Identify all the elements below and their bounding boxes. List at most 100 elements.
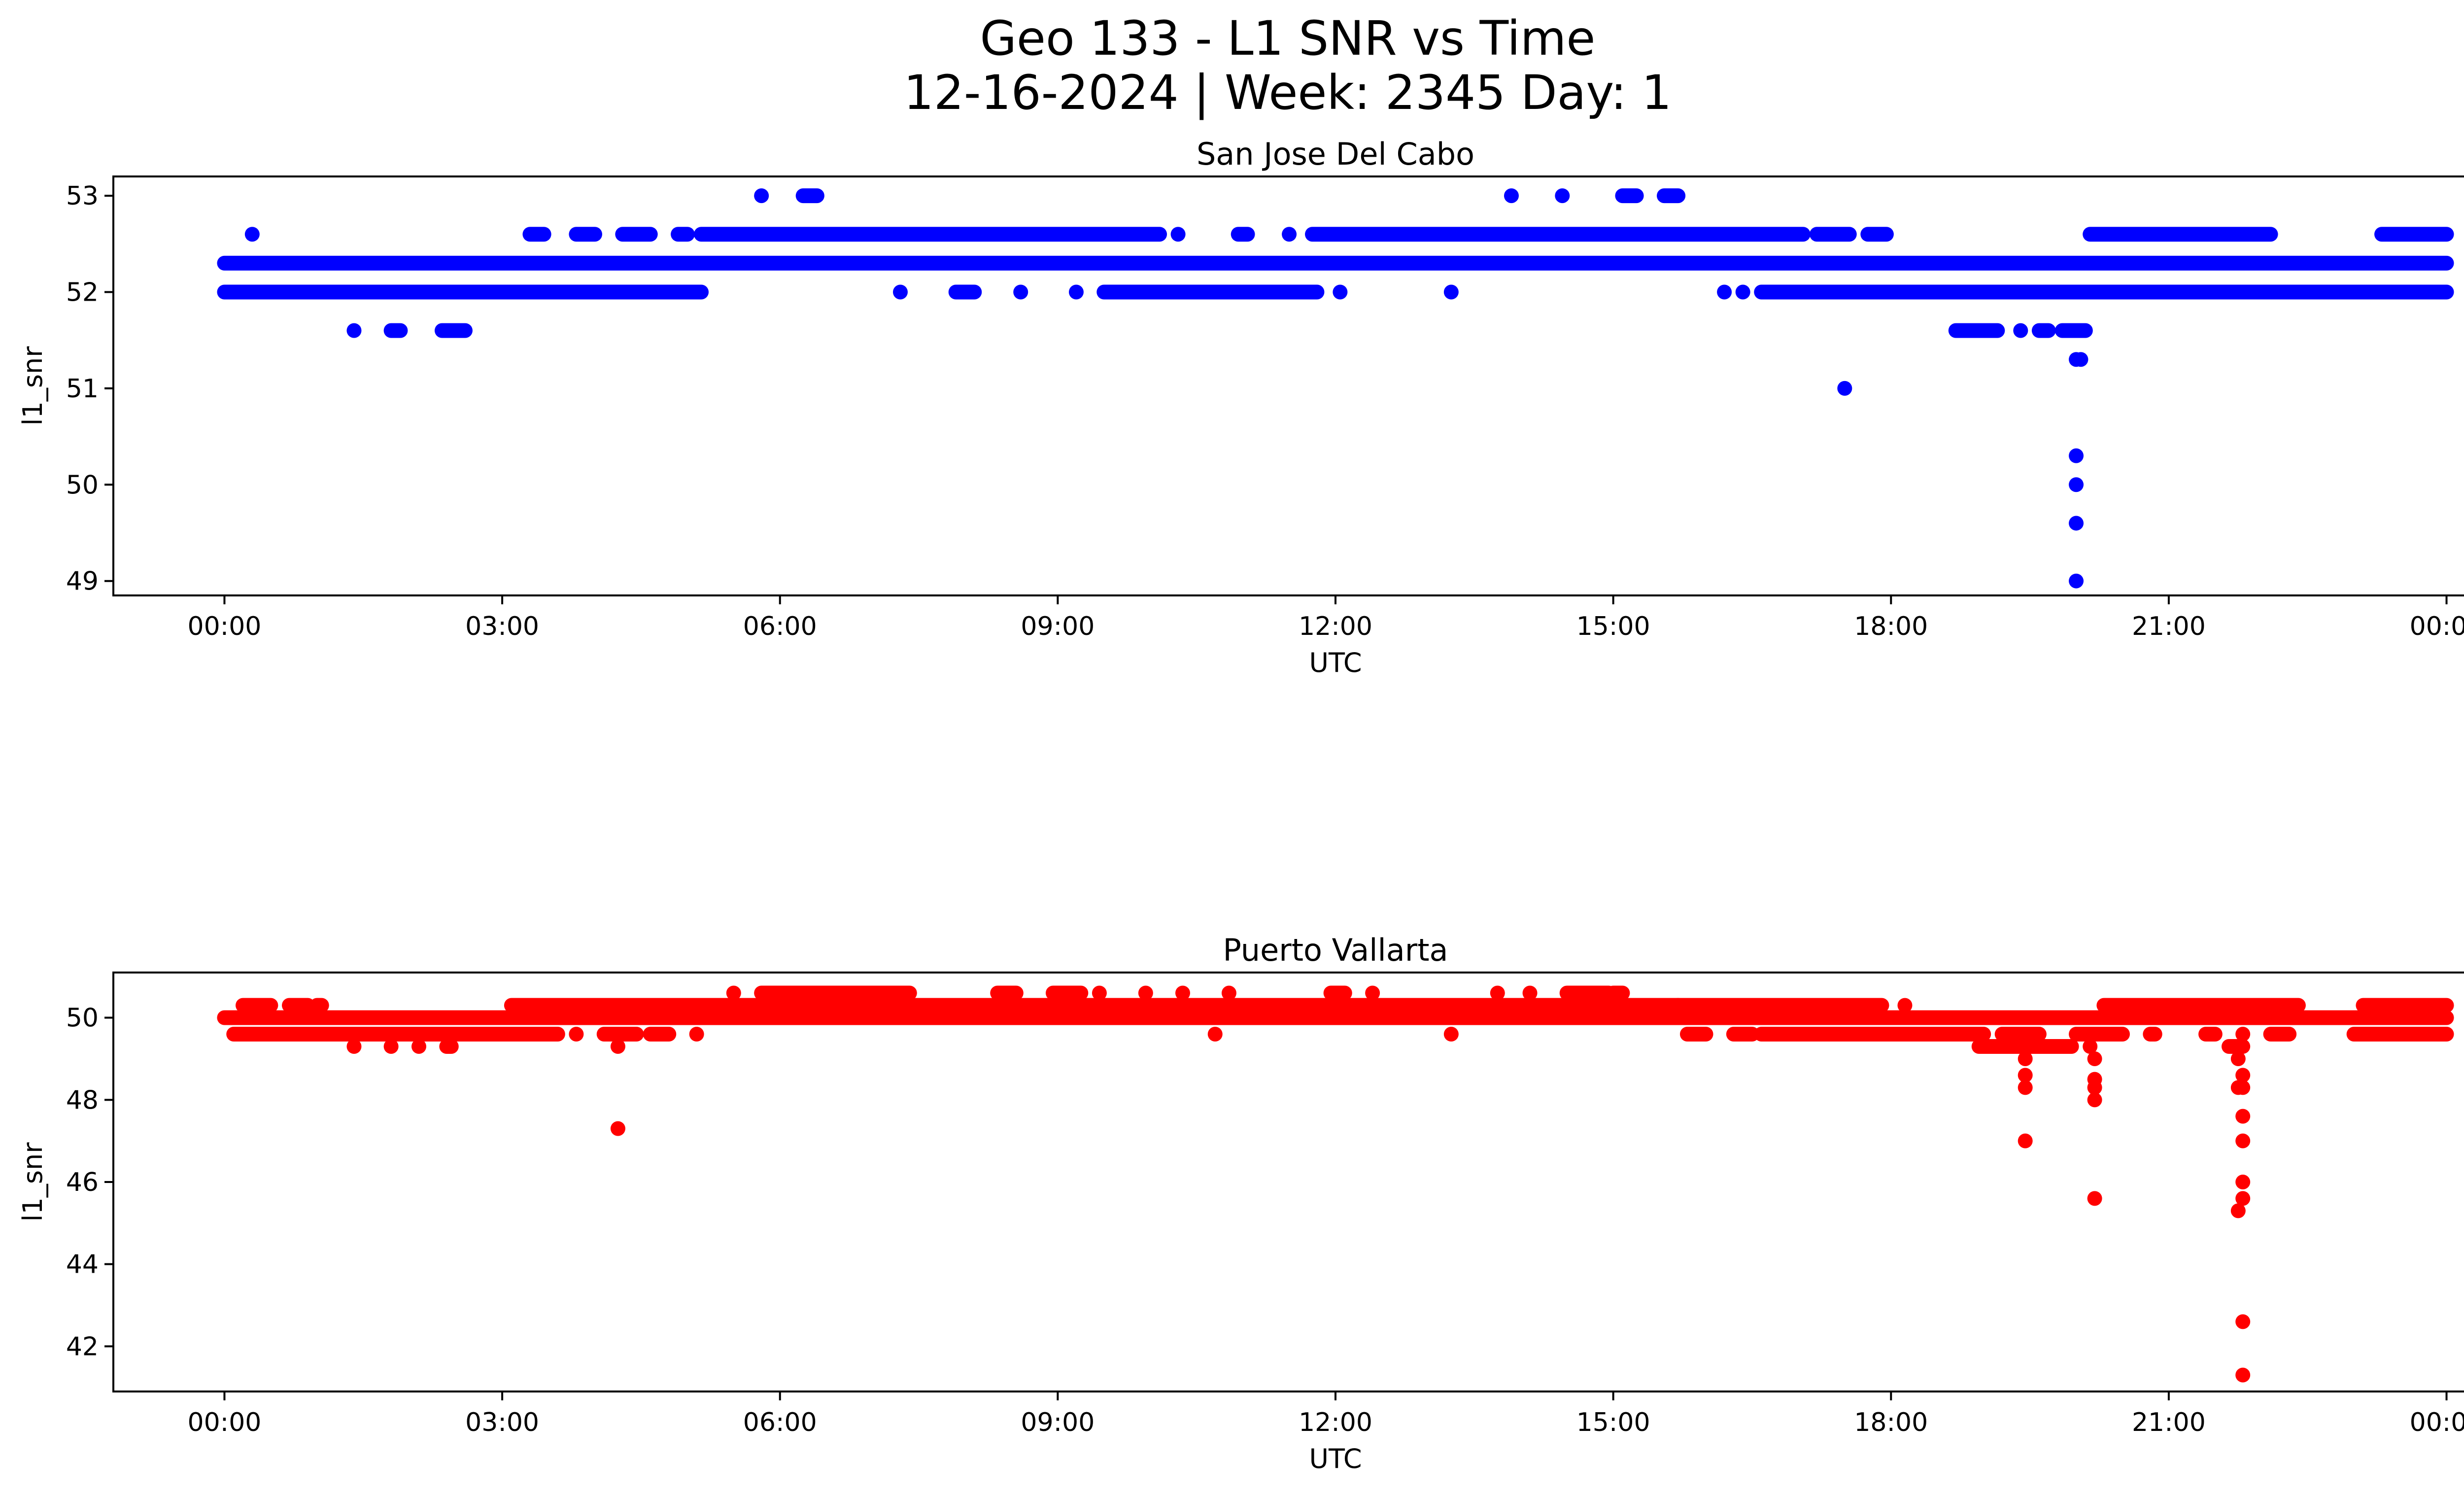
x-axis-label: UTC: [1309, 1443, 1362, 1474]
chart-2: Puerto Vallarta 00:00 03:00 06:00 09:00 12:00…: [17, 932, 2464, 1474]
data-point-run: [1971, 1039, 2079, 1054]
data-point: [1365, 985, 1380, 1001]
data-point: [2069, 448, 2084, 463]
data-point-run: [2143, 1027, 2162, 1042]
data-point: [2235, 1109, 2251, 1124]
data-point: [346, 323, 362, 338]
data-point-run: [1948, 323, 2005, 338]
data-point: [1490, 985, 1505, 1001]
data-point: [2230, 1203, 2246, 1218]
data-point-run: [1726, 1027, 1760, 1042]
data-point: [1555, 188, 1570, 204]
data-point-run: [1559, 985, 1616, 1001]
data-point: [1333, 284, 1348, 300]
data-point: [1735, 284, 1750, 300]
data-point: [1282, 227, 1297, 242]
data-point: [754, 188, 769, 204]
data-point-run: [2054, 323, 2093, 338]
data-point-run: [1754, 284, 2454, 300]
data-point-run: [2198, 1027, 2223, 1042]
y-tick-label: 51: [66, 374, 99, 404]
data-point-run: [1305, 227, 1811, 242]
figure-title-line2: 12-16-2024 | Week: 2345 Day: 1: [903, 65, 1672, 120]
data-point: [2018, 1133, 2033, 1148]
x-tick-label: 06:00: [743, 612, 817, 641]
data-point-run: [694, 227, 1167, 242]
data-point: [569, 1027, 584, 1042]
data-point: [2018, 1080, 2033, 1095]
data-point-run: [383, 323, 408, 338]
data-point: [2235, 1367, 2251, 1383]
data-point: [2235, 1068, 2251, 1083]
data-point: [2018, 1051, 2033, 1066]
x-tick-label: 09:00: [1021, 612, 1095, 641]
y-tick-label: 49: [66, 567, 99, 596]
x-tick-label: 12:00: [1299, 612, 1372, 641]
subplot-title: Puerto Vallarta: [1223, 932, 1448, 968]
data-point-run: [217, 255, 2454, 271]
data-point-run: [1323, 985, 1352, 1001]
data-point: [2235, 1027, 2251, 1042]
x-tick-label: 15:00: [1576, 1408, 1650, 1437]
data-point-run: [236, 998, 278, 1013]
data-point-run: [569, 227, 602, 242]
x-tick-label: 00:00: [2410, 612, 2464, 641]
data-point-run: [1045, 985, 1089, 1001]
data-point: [892, 284, 908, 300]
data-point-run: [596, 1027, 644, 1042]
data-point: [1013, 284, 1028, 300]
y-tick-label: 53: [66, 181, 99, 211]
data-point: [2087, 1080, 2102, 1095]
data-point-run: [509, 1027, 565, 1042]
data-point: [2013, 323, 2028, 338]
data-point: [1207, 1027, 1223, 1042]
figure-title-line1: Geo 133 - L1 SNR vs Time: [980, 11, 1596, 66]
data-point: [2235, 1314, 2251, 1329]
data-point: [1092, 985, 1107, 1001]
y-tick-label: 46: [66, 1168, 99, 1197]
data-point: [2230, 1051, 2246, 1066]
data-point: [2069, 477, 2084, 492]
data-point-run: [2263, 1027, 2297, 1042]
data-point: [383, 1039, 399, 1054]
y-axis-label: l1_snr: [17, 1142, 48, 1222]
data-point-run: [1231, 227, 1255, 242]
data-point: [1443, 1027, 1459, 1042]
data-point: [1068, 284, 1084, 300]
data-point-run: [795, 188, 824, 204]
data-point: [1443, 284, 1459, 300]
data-point: [1504, 188, 1519, 204]
x-tick-label: 06:00: [743, 1408, 817, 1437]
data-point: [610, 1121, 625, 1136]
data-point-run: [2031, 323, 2056, 338]
data-point: [2018, 1068, 2033, 1083]
y-tick-label: 52: [66, 278, 99, 307]
x-axis-label: UTC: [1309, 647, 1362, 678]
y-tick-label: 42: [66, 1332, 99, 1361]
data-point: [2083, 1039, 2098, 1054]
data-point: [2235, 1133, 2251, 1148]
data-point: [1897, 998, 1913, 1013]
data-point: [2069, 516, 2084, 531]
data-point-run: [615, 227, 658, 242]
x-tick-label: 09:00: [1021, 1408, 1095, 1437]
chart-1: San Jose Del Cabo 00:00 03:00 06:00 09:00 12:…: [17, 136, 2464, 678]
x-tick-label: 21:00: [2132, 612, 2206, 641]
data-point: [2087, 1051, 2102, 1066]
x-tick-label: 03:00: [465, 612, 539, 641]
data-point-run: [2083, 227, 2278, 242]
data-point-run: [1994, 1027, 2047, 1042]
x-tick-label: 00:00: [188, 1408, 262, 1437]
data-point-run: [1615, 188, 1644, 204]
data-point-run: [2346, 1027, 2454, 1042]
data-point-run: [1606, 985, 1630, 1001]
data-series: [217, 188, 2454, 589]
data-point: [411, 1039, 426, 1054]
y-tick-label: 50: [66, 1004, 99, 1033]
data-point-run: [1656, 188, 1686, 204]
x-tick-label: 00:00: [188, 612, 262, 641]
y-axis-label: l1_snr: [17, 346, 48, 426]
data-point-run: [948, 284, 982, 300]
data-point: [244, 227, 260, 242]
